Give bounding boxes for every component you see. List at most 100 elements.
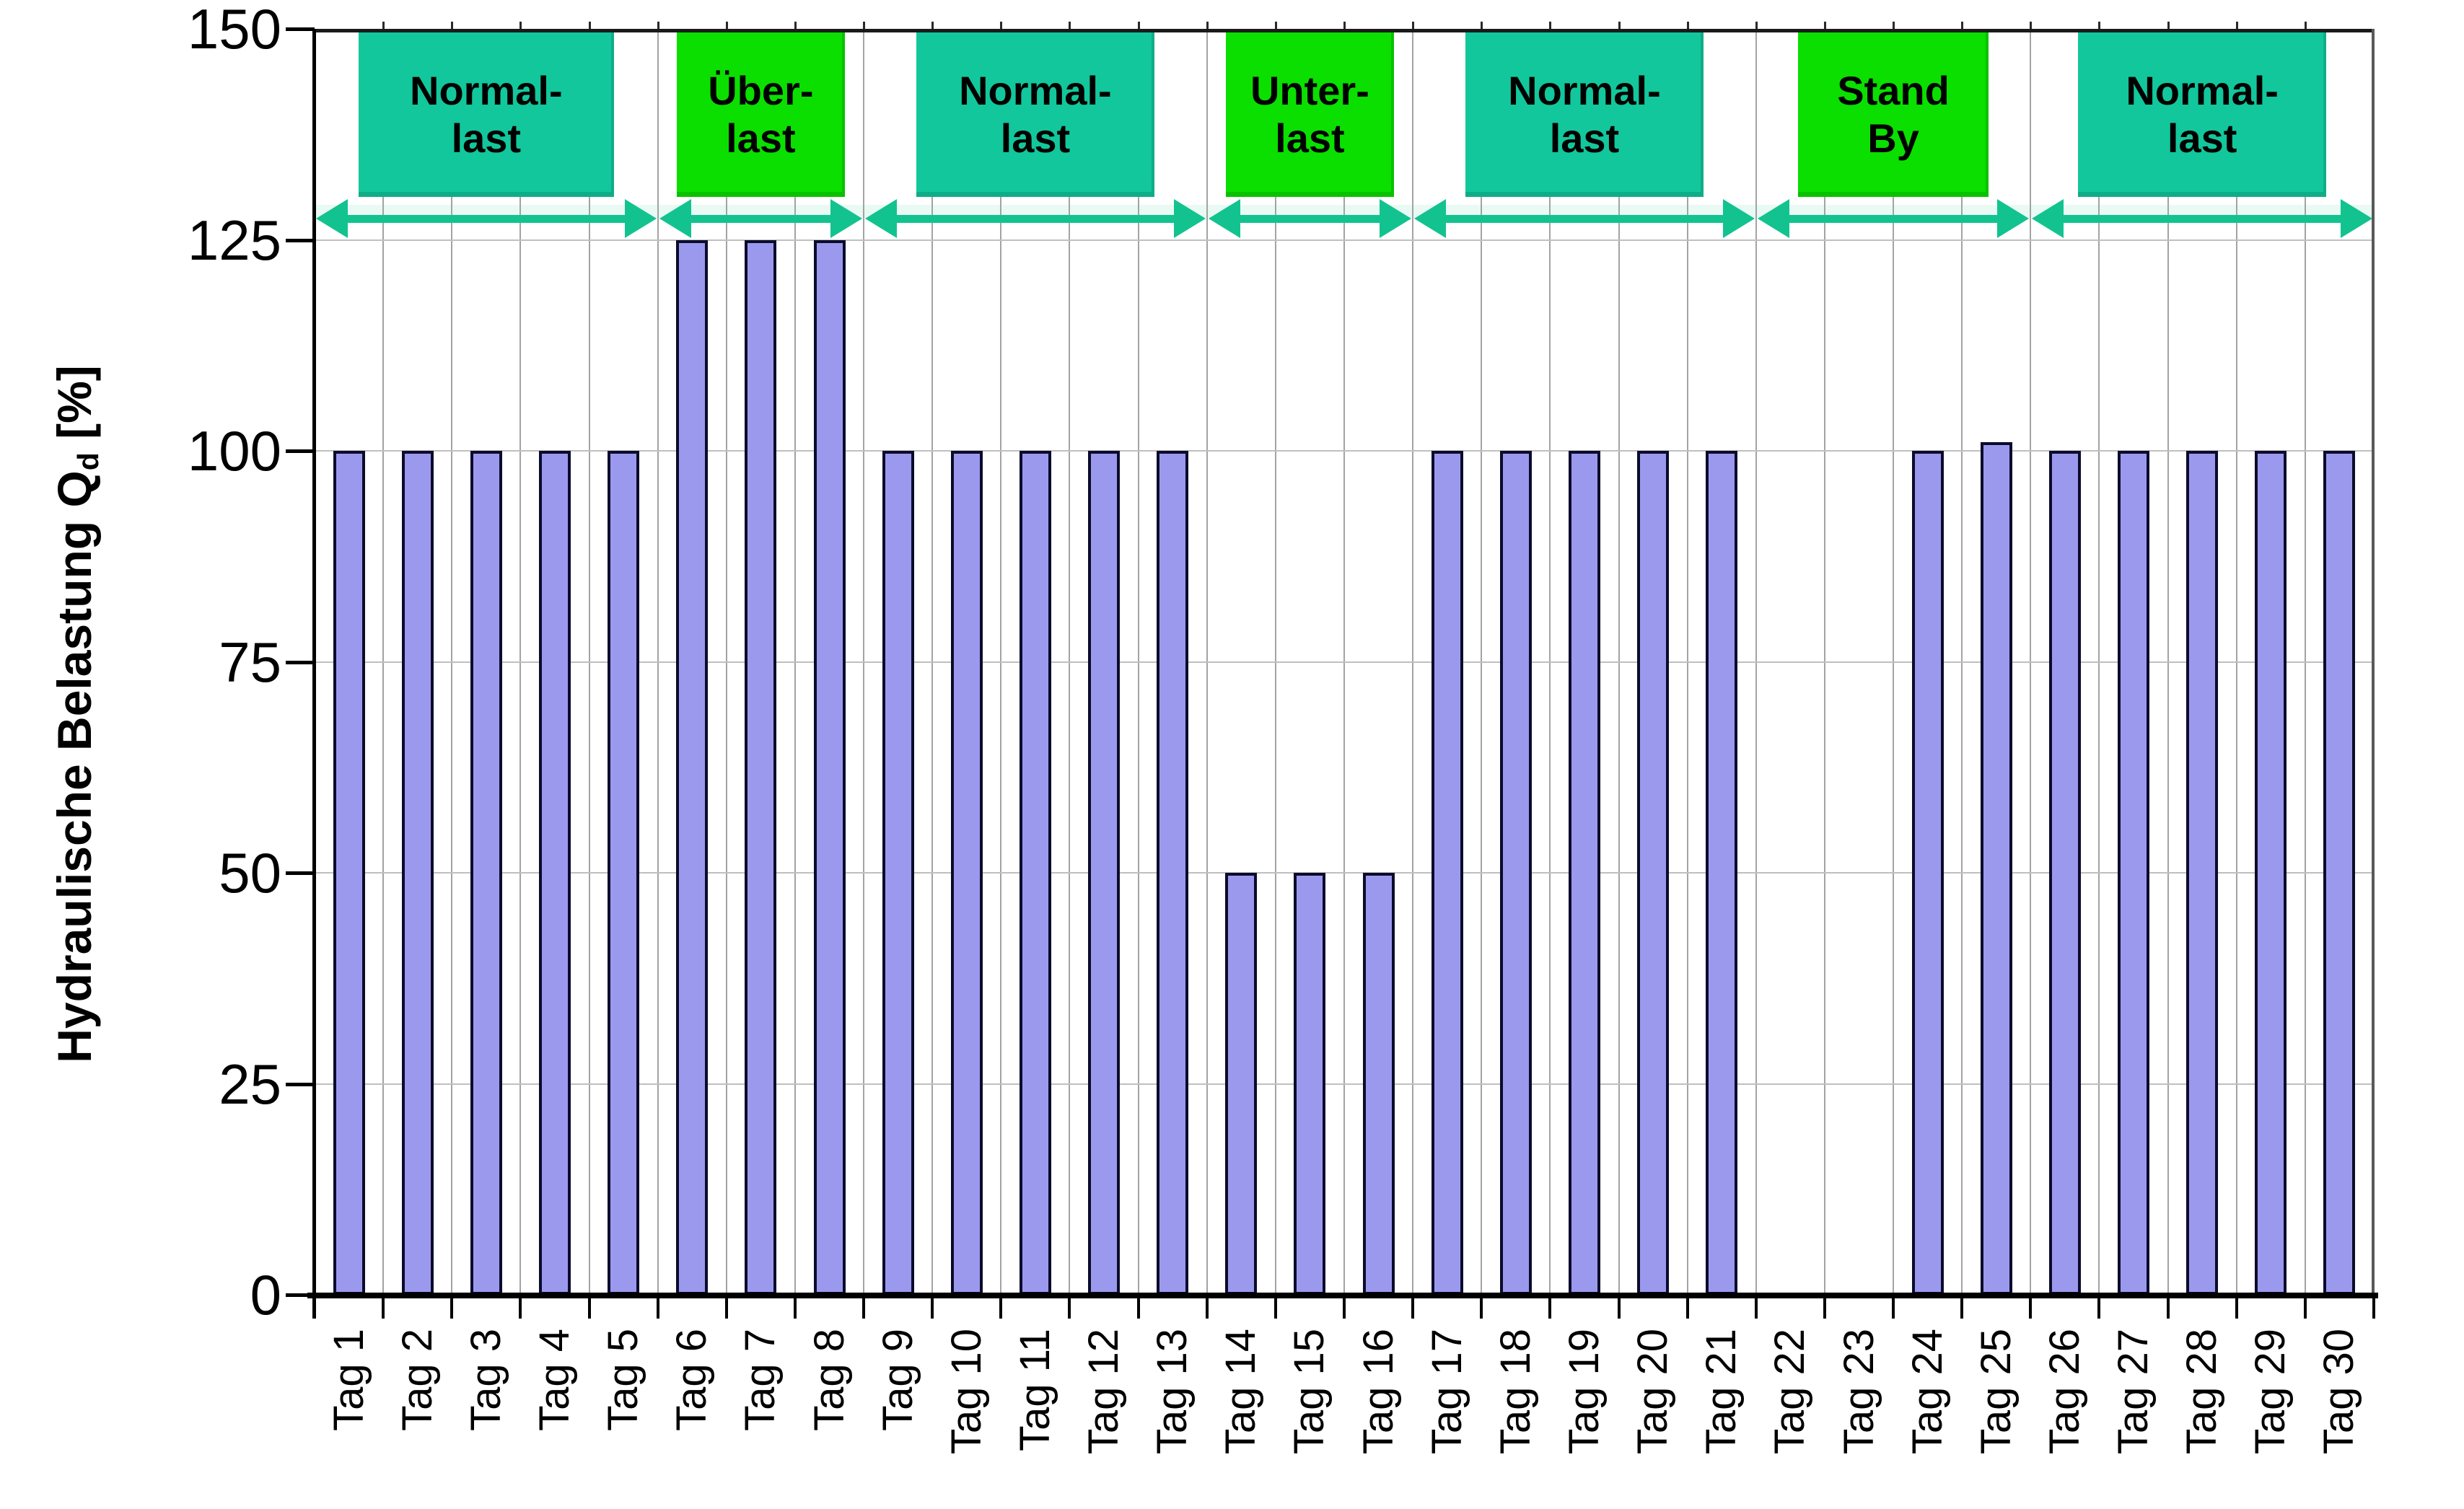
phase-arrow-line [670,215,851,223]
top-axis-tick [1000,22,1003,29]
bar-tag-27 [2118,451,2150,1295]
top-axis-tick [2030,22,2033,29]
x-tick-label: Tag 8 [805,1329,853,1431]
x-axis-tick [862,1298,866,1319]
phase-arrow-left-head [659,199,691,238]
y-axis-title-main: Hydraulische Belastung Q [48,470,101,1063]
x-axis-tick [587,1298,591,1319]
bar-tag-12 [1088,451,1121,1295]
x-axis-tick [724,1298,728,1319]
bar-tag-5 [608,451,640,1295]
bar-tag-2 [401,451,434,1295]
phase-arrow-line [1768,215,2018,223]
x-axis-tick [1685,1298,1689,1319]
y-tick-label: 100 [187,419,281,483]
x-axis-tick [1754,1298,1758,1319]
x-axis-tick [999,1298,1003,1319]
horizontal-gridline [315,450,2374,452]
x-axis-tick [1205,1298,1209,1319]
phase-arrow-line [1426,215,1743,223]
y-tick-label: 50 [219,841,281,905]
x-tick-label: Tag 25 [1972,1329,2020,1455]
x-axis-tick [1136,1298,1140,1319]
x-tick-label: Tag 22 [1766,1329,1814,1455]
horizontal-gridline [315,1083,2374,1085]
phase-label-line: By [1867,115,1919,161]
phase-label-line: Normal- [410,68,563,113]
top-axis-tick [1343,22,1346,29]
top-axis-tick [1961,22,1964,29]
top-axis-tick [657,22,659,29]
bar-tag-20 [1637,451,1670,1295]
x-axis-tick [931,1298,934,1319]
y-tick-label: 25 [219,1052,281,1116]
plot-right-border [2372,29,2375,1295]
x-tick-label: Tag 26 [2040,1329,2088,1455]
phase-arrow-left-head [1757,199,1789,238]
x-axis-tick [656,1298,659,1319]
bar-tag-28 [2186,451,2219,1295]
phase-arrow-right-head [1380,199,1412,238]
phase-label-line: last [2167,115,2237,161]
phase-box-2: Über-last [676,32,845,197]
phase-box-1: Normal-last [358,32,614,197]
x-axis-tick [1411,1298,1415,1319]
top-axis-tick [931,22,934,29]
top-axis-tick [2167,22,2170,29]
plot-top-border [315,29,2374,32]
top-axis-tick [1412,22,1415,29]
phase-label-line: Unter- [1250,68,1369,113]
phase-arrow-line [328,215,645,223]
phase-arrow-left-head [2032,199,2064,238]
x-tick-label: Tag 29 [2247,1329,2294,1455]
bar-tag-16 [1362,873,1395,1295]
x-axis-tick [382,1298,385,1319]
x-tick-label: Tag 6 [668,1329,716,1431]
top-axis-tick [519,22,522,29]
phase-arrow-right-head [1997,199,2030,238]
top-axis-tick [1137,22,1140,29]
x-axis-tick [1548,1298,1552,1319]
bar-tag-15 [1294,873,1326,1295]
x-tick-label: Tag 27 [2110,1329,2157,1455]
y-tick-label: 150 [187,0,281,61]
phase-arrow-line [2043,215,2361,223]
horizontal-gridline [315,661,2374,663]
bar-tag-26 [2048,451,2081,1295]
x-tick-label: Tag 18 [1491,1329,1539,1455]
bar-tag-19 [1568,451,1600,1295]
top-axis-tick [863,22,866,29]
x-tick-label: Tag 21 [1698,1329,1745,1455]
phase-box-3: Normal-last [916,32,1154,197]
x-axis-tick [450,1298,454,1319]
x-axis-tick [2303,1298,2307,1319]
y-axis-tick [286,660,315,664]
x-axis-tick [2235,1298,2238,1319]
phase-arrow-line [877,215,1194,223]
x-tick-label: Tag 23 [1835,1329,1882,1455]
phase-label-line: Normal- [1508,68,1661,113]
top-axis-tick [1755,22,1758,29]
top-axis-tick [1481,22,1483,29]
phase-arrow-right-head [624,199,657,238]
bar-tag-18 [1499,451,1532,1295]
x-tick-label: Tag 30 [2315,1329,2363,1455]
phase-label-line: Normal- [2126,68,2279,113]
x-tick-label: Tag 3 [462,1329,509,1431]
bar-tag-21 [1706,451,1738,1295]
x-tick-label: Tag 13 [1149,1329,1196,1455]
x-axis-tick [2029,1298,2033,1319]
bar-tag-13 [1157,451,1189,1295]
top-axis-tick [794,22,797,29]
phase-box-5: Normal-last [1465,32,1704,197]
bar-tag-14 [1225,873,1258,1295]
top-axis-tick [2235,22,2238,29]
top-axis-tick [2304,22,2307,29]
phase-label-line: last [726,115,796,161]
x-axis-tick [2372,1298,2375,1319]
y-axis-tick [286,1293,315,1297]
x-axis-tick [793,1298,797,1319]
phase-arrow-left-head [1208,199,1240,238]
bar-tag-30 [2323,451,2356,1295]
y-axis-line [312,29,316,1319]
